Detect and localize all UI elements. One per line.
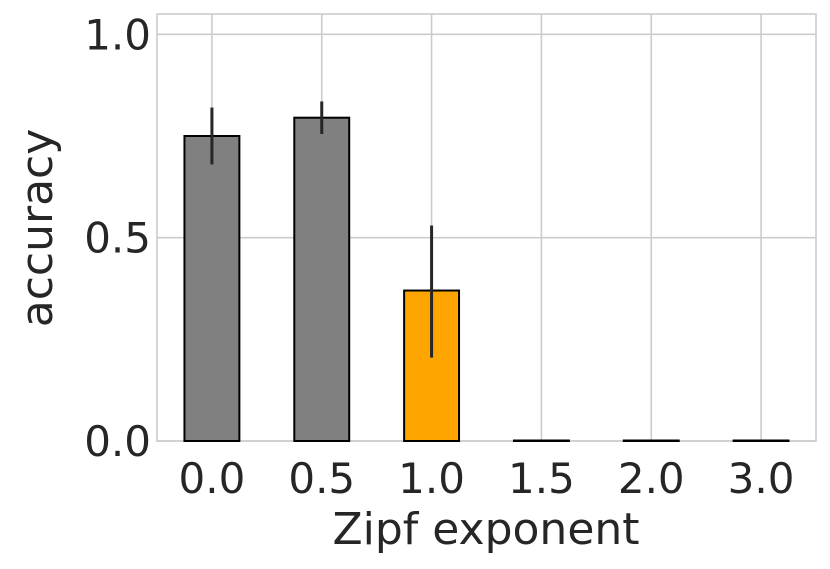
bar: [293, 116, 351, 442]
x-axis-label: Zipf exponent: [332, 504, 639, 555]
error-bars: [210, 101, 434, 358]
x-tick-label: 2.0: [618, 454, 685, 503]
bar: [183, 135, 241, 442]
bar: [622, 439, 680, 442]
x-tick-label: 0.5: [288, 454, 355, 503]
y-tick-label: 1.0: [84, 10, 151, 59]
x-tick-label: 1.5: [508, 454, 575, 503]
bars: [183, 116, 790, 442]
y-ticks: 0.0 0.5 1.0: [84, 10, 151, 466]
x-tick-label: 1.0: [398, 454, 465, 503]
y-tick-label: 0.0: [84, 417, 151, 466]
bar: [512, 439, 570, 442]
plot-area: [156, 13, 817, 442]
y-axis-label: accuracy: [12, 129, 63, 328]
grid: [157, 14, 816, 442]
x-ticks: 0.0 0.5 1.0 1.5 2.0 3.0: [179, 454, 795, 503]
bar: [732, 439, 790, 442]
x-tick-label: 0.0: [179, 454, 246, 503]
x-tick-label: 3.0: [728, 454, 795, 503]
y-tick-label: 0.5: [84, 214, 151, 263]
